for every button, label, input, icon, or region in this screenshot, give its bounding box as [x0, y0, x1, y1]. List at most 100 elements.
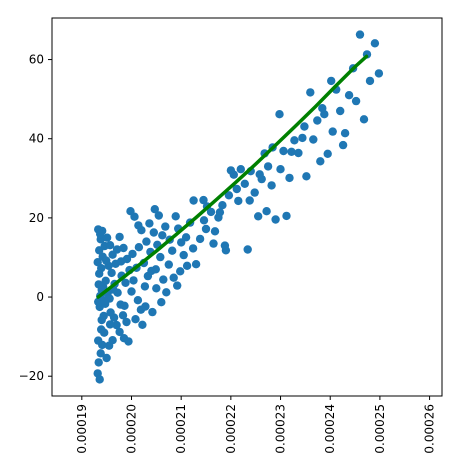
y-tick-label: 20	[29, 211, 44, 225]
scatter-point	[215, 208, 225, 217]
scatter-point	[102, 353, 111, 363]
scatter-point	[149, 228, 158, 237]
scatter-point	[126, 207, 135, 216]
scatter-point	[96, 349, 105, 358]
scatter-point	[120, 301, 129, 310]
scatter-point	[191, 260, 201, 269]
scatter-point	[112, 320, 121, 330]
scatter-point	[285, 173, 294, 183]
scatter-point	[232, 184, 241, 194]
scatter-point	[97, 315, 106, 325]
x-tick-label: 0.00024	[323, 404, 337, 454]
scatter-point	[95, 375, 104, 384]
x-tick-label: 0.00025	[373, 404, 387, 454]
scatter-point	[275, 110, 284, 119]
scatter-point	[150, 205, 159, 214]
scatter-point	[306, 88, 315, 97]
scatter-point	[201, 224, 211, 234]
scatter-point	[181, 233, 191, 242]
scatter-point	[240, 179, 249, 188]
scatter-point	[101, 276, 110, 285]
scatter-point	[108, 336, 117, 345]
y-tick-label: 0	[36, 290, 44, 304]
scatter-point	[140, 282, 150, 291]
scatter-point	[276, 165, 285, 174]
scatter-point	[152, 284, 161, 293]
y-tick-label: 40	[29, 132, 44, 146]
scatter-point	[131, 315, 140, 324]
scatter-point	[316, 157, 325, 166]
scatter-point	[127, 287, 136, 296]
scatter-point	[106, 308, 115, 317]
scatter-point	[156, 252, 165, 262]
scatter-point	[119, 243, 128, 253]
scatter-point	[105, 320, 115, 329]
scatter-point	[338, 140, 348, 150]
scatter-point	[313, 116, 322, 125]
scatter-point	[128, 249, 137, 259]
scatter-point	[271, 215, 280, 224]
scatter-point	[224, 191, 234, 200]
scatter-point	[182, 261, 192, 270]
scatter-point	[199, 195, 208, 205]
scatter-point	[96, 229, 105, 239]
scatter-point	[162, 288, 171, 297]
x-tick-label: 0.00026	[423, 404, 437, 454]
x-tick-label: 0.00019	[75, 404, 89, 454]
scatter-point	[309, 135, 318, 144]
scatter-point	[148, 307, 157, 317]
scatter-point	[254, 212, 263, 221]
scatter-point	[164, 260, 173, 269]
scatter-point	[250, 188, 259, 197]
scatter-point	[302, 172, 311, 181]
scatter-point	[116, 257, 126, 266]
axis-ticks: 0.00019 0.00020 0.00021 0.00022 0.00023 0.000…	[19, 53, 437, 454]
scatter-point	[112, 245, 122, 254]
x-tick-label: 0.00021	[174, 404, 188, 454]
x-tick-label: 0.00023	[274, 404, 288, 454]
scatter-point	[171, 212, 180, 221]
scatter-point	[262, 207, 271, 216]
scatter-point	[118, 311, 128, 320]
x-tick-label: 0.00022	[224, 404, 238, 454]
scatter-point	[210, 227, 220, 236]
scatter-point	[94, 358, 103, 367]
scatter-point	[142, 237, 151, 246]
scatter-point	[226, 166, 236, 175]
scatter-point	[102, 256, 111, 265]
scatter-point	[107, 268, 116, 278]
scatter-point	[209, 239, 218, 248]
scatter-point	[267, 181, 276, 190]
scatter-point	[134, 243, 144, 252]
scatter-point	[94, 336, 103, 345]
scatter-point	[159, 275, 168, 284]
scatter-point	[263, 162, 273, 171]
scatter-point	[102, 233, 112, 242]
scatter-point	[158, 231, 167, 240]
scatter-point	[255, 170, 264, 179]
scatter-point	[133, 296, 143, 305]
scatter-point	[243, 245, 252, 254]
scatter-point	[124, 337, 133, 346]
scatter-point	[245, 196, 254, 205]
scatter-point	[287, 147, 296, 156]
scatter-point	[351, 96, 361, 106]
scatter-point	[195, 234, 205, 244]
scatter-point	[115, 232, 124, 242]
scatter-point	[220, 241, 230, 250]
scatter-point	[93, 258, 102, 267]
scatter-point	[279, 146, 288, 156]
scatter-point	[298, 133, 307, 143]
scatter-point	[327, 76, 336, 86]
scatter-point	[147, 266, 156, 276]
plot-area	[93, 30, 384, 384]
fit-line	[96, 54, 369, 299]
scatter-point	[374, 69, 384, 78]
scatter-point	[355, 30, 365, 39]
scatter-point	[290, 136, 299, 145]
axes-frame	[51, 17, 443, 397]
scatter-point	[105, 241, 115, 250]
y-tick-label: 60	[29, 53, 44, 67]
